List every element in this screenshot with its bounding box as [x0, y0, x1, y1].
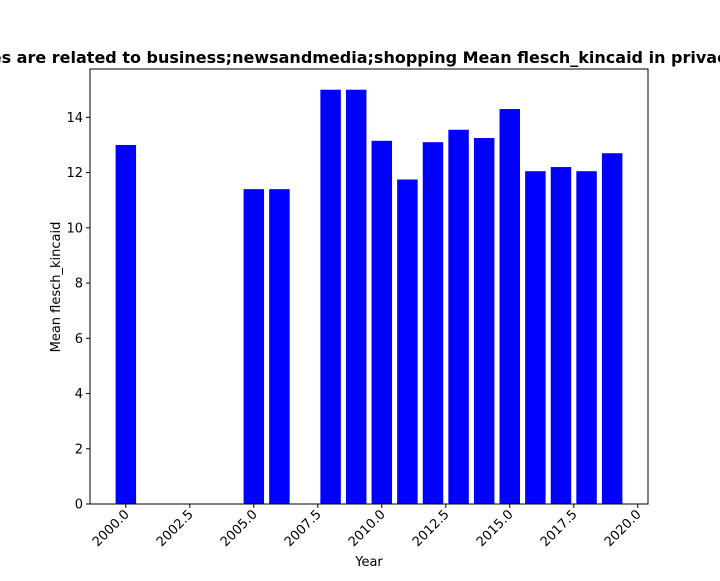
bar-2006 — [269, 189, 290, 504]
x-tick-label: 2002.5 — [154, 507, 197, 550]
y-tick-label: 4 — [75, 387, 83, 402]
y-tick-label: 0 — [75, 498, 83, 513]
x-tick-label: 2017.5 — [538, 507, 581, 550]
y-axis: 0 2 4 6 8 10 12 14 — [66, 111, 90, 513]
bar-2010 — [371, 140, 393, 505]
y-axis-label: Mean flesch_kincaid — [49, 222, 64, 353]
y-tick-label: 12 — [66, 166, 83, 181]
x-axis: 2000.0 2002.5 2005.0 2007.5 2010.0 2012.5 2015… — [90, 504, 645, 550]
y-tick-label: 14 — [66, 111, 83, 126]
bar-2009 — [345, 89, 367, 504]
bar-2015 — [499, 109, 521, 505]
bar-2005 — [243, 189, 265, 504]
bar-2017 — [550, 167, 572, 505]
x-tick-label: 2000.0 — [90, 507, 133, 550]
bar-2012 — [422, 142, 444, 504]
x-tick-label: 2015.0 — [474, 507, 517, 550]
y-tick-label: 2 — [75, 442, 83, 457]
bar-2000 — [115, 144, 137, 504]
bar-2011 — [397, 179, 418, 504]
bar-2008 — [320, 89, 341, 504]
bar-2014 — [473, 138, 495, 505]
x-tick-label: 2012.5 — [410, 507, 453, 550]
bar-2018 — [576, 171, 597, 504]
x-tick-label: 2005.0 — [218, 507, 261, 550]
y-tick-label: 10 — [66, 221, 83, 236]
plot-area-frame — [89, 68, 649, 505]
x-tick-label: 2007.5 — [282, 507, 325, 550]
bar-2016 — [525, 171, 546, 504]
x-tick-label: 2010.0 — [346, 507, 389, 550]
x-axis-label: Year — [354, 555, 383, 570]
bar-2019 — [601, 153, 623, 504]
x-tick-label: 2020.0 — [602, 507, 645, 550]
chart-title: Websites are related to business;newsand… — [0, 48, 720, 67]
y-tick-label: 6 — [75, 332, 83, 347]
y-tick-label: 8 — [75, 277, 83, 292]
bars-layer — [115, 89, 623, 505]
bar-2013 — [448, 129, 469, 504]
